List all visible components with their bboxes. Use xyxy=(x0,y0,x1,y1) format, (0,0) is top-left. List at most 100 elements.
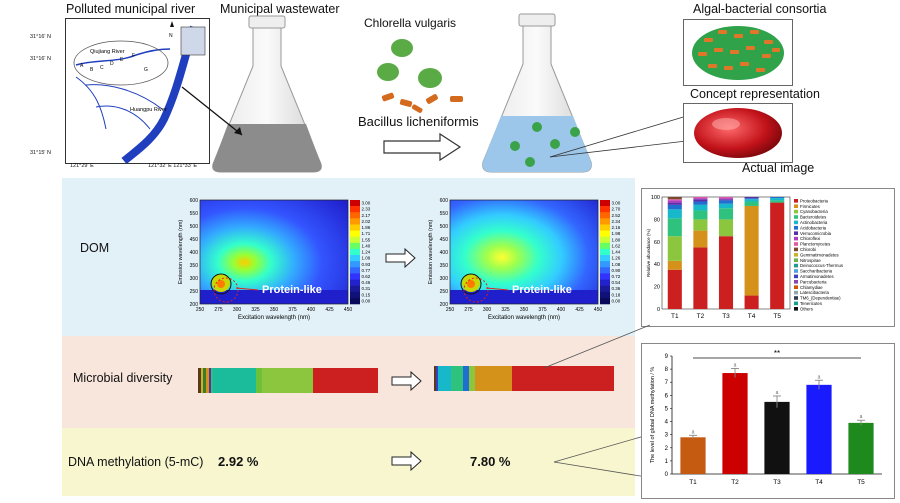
colorbar-tick: 0.77 xyxy=(362,268,371,273)
eem-plot-after: Protein-like 250 275 300 325 350 375 400 425 450 6… xyxy=(428,198,621,321)
legend-swatch xyxy=(794,269,798,273)
peak-circle xyxy=(460,273,482,295)
north-label: N xyxy=(169,33,173,39)
colorbar-cell xyxy=(350,218,360,225)
colorbar-tick: 2.17 xyxy=(362,213,371,218)
legend-label: Bacteroidetes xyxy=(800,215,826,220)
legend-label: Planctomycetes xyxy=(800,242,830,247)
methylation-bar xyxy=(722,373,748,474)
methylation-ytick: 3 xyxy=(665,433,669,439)
colorbar-tick: 1.86 xyxy=(362,225,371,230)
wastewater-flask xyxy=(212,15,322,173)
eem-ytick: 200 xyxy=(190,302,199,308)
eem-ytick: 500 xyxy=(440,224,449,230)
abundance-segment xyxy=(770,198,785,201)
lat-label-2: 31°16' N xyxy=(30,56,51,62)
abundance-segment xyxy=(667,197,682,200)
colorbar-tick: 0.62 xyxy=(362,274,371,279)
legend-swatch xyxy=(794,296,798,300)
dom-arrow xyxy=(385,248,416,268)
legend-swatch xyxy=(794,209,798,214)
diversity-segment xyxy=(255,368,263,393)
colorbar-cell xyxy=(600,230,610,238)
abundance-segment xyxy=(718,198,734,200)
colorbar-cell xyxy=(350,261,360,268)
river-title: Polluted municipal river xyxy=(66,2,196,16)
abundance-group-label: T4 xyxy=(748,313,756,320)
legend-swatch xyxy=(794,280,798,284)
methylation-bar xyxy=(848,422,874,474)
colorbar-tick: 2.33 xyxy=(362,207,371,212)
colorbar-tick: 2.70 xyxy=(612,207,621,212)
abundance-segment xyxy=(744,199,759,202)
legend-swatch xyxy=(794,247,798,252)
colorbar-tick: 0.36 xyxy=(612,286,621,291)
diversity-segment xyxy=(475,366,512,391)
lon-label-1: 121°29' E xyxy=(70,163,94,169)
abundance-segment xyxy=(693,219,708,231)
colorbar-tick: 1.26 xyxy=(612,256,621,261)
lon-label-2: 121°32' E 121°33' E xyxy=(148,163,198,169)
colorbar-tick: 0.31 xyxy=(362,286,371,291)
lat-label-3: 31°15' N xyxy=(30,150,51,156)
wastewater-title: Municipal wastewater xyxy=(220,2,340,16)
eem-xtick: 350 xyxy=(270,307,279,313)
legend-swatch xyxy=(794,199,798,203)
methylation-ytick: 5 xyxy=(665,406,669,412)
colorbar-tick: 0.93 xyxy=(362,262,371,267)
site-label-b: B xyxy=(90,67,94,73)
legend-label: Chlorobi xyxy=(800,247,816,252)
eem-ytick: 400 xyxy=(190,250,199,256)
colorbar-tick: 0.00 xyxy=(612,298,621,303)
abundance-segment xyxy=(718,236,734,309)
colorbar-tick: 1.08 xyxy=(612,262,621,267)
colorbar-tick: 1.09 xyxy=(362,256,371,261)
eem-xtick: 425 xyxy=(325,307,334,313)
eem-xtick: 300 xyxy=(233,307,242,313)
abundance-group-label: T1 xyxy=(671,313,679,320)
consortia-pointer-lines xyxy=(549,114,696,158)
diversity-segment xyxy=(468,366,476,391)
colorbar-cell xyxy=(600,273,610,280)
legend-label: Verrucomicrobia xyxy=(800,231,832,236)
methylation-ytick: 0 xyxy=(665,472,669,478)
colorbar-tick: 2.02 xyxy=(362,219,371,224)
eem-ytick: 350 xyxy=(190,263,199,269)
legend-label: Others xyxy=(800,306,813,311)
methylation-ytick: 2 xyxy=(665,446,669,452)
abundance-segment xyxy=(744,201,759,206)
legend-label: Proteobacteria xyxy=(800,198,829,203)
abundance-segment xyxy=(744,205,759,296)
colorbar-cell xyxy=(600,206,610,213)
wastewater-liquid xyxy=(212,124,322,172)
eem-xtick: 350 xyxy=(520,307,529,313)
site-label-g: G xyxy=(144,67,148,73)
abundance-segment xyxy=(744,198,759,200)
diversity-segment xyxy=(205,368,209,393)
abundance-segment xyxy=(693,204,708,211)
methylation-bar xyxy=(764,401,790,474)
abundance-segment xyxy=(693,197,708,199)
legend-label: Chloroflexi xyxy=(800,236,820,241)
methylation-ytick: 6 xyxy=(665,393,669,399)
legend-swatch xyxy=(794,253,798,257)
diversity-segment xyxy=(312,368,378,393)
concept-image-box xyxy=(683,19,793,86)
abundance-segment xyxy=(718,219,734,237)
actual-image-box xyxy=(683,103,793,163)
group-letter: a xyxy=(734,362,737,368)
methylation-ylabel: The level of global DNA methylation / % xyxy=(650,367,656,464)
abundance-segment xyxy=(770,202,785,309)
legend-swatch xyxy=(794,231,798,235)
colorbar-cell xyxy=(350,285,360,293)
group-letter: a xyxy=(860,414,863,420)
diversity-segment xyxy=(210,368,214,393)
colorbar-tick: 0.00 xyxy=(362,298,371,303)
north-arrow-icon xyxy=(170,21,174,27)
colorbar-tick: 1.40 xyxy=(362,243,371,248)
peak-circle xyxy=(210,273,232,295)
dna-after-value: 7.80 % xyxy=(470,454,511,469)
abundance-segment xyxy=(693,201,708,205)
abundance-ytick: 20 xyxy=(654,285,660,291)
